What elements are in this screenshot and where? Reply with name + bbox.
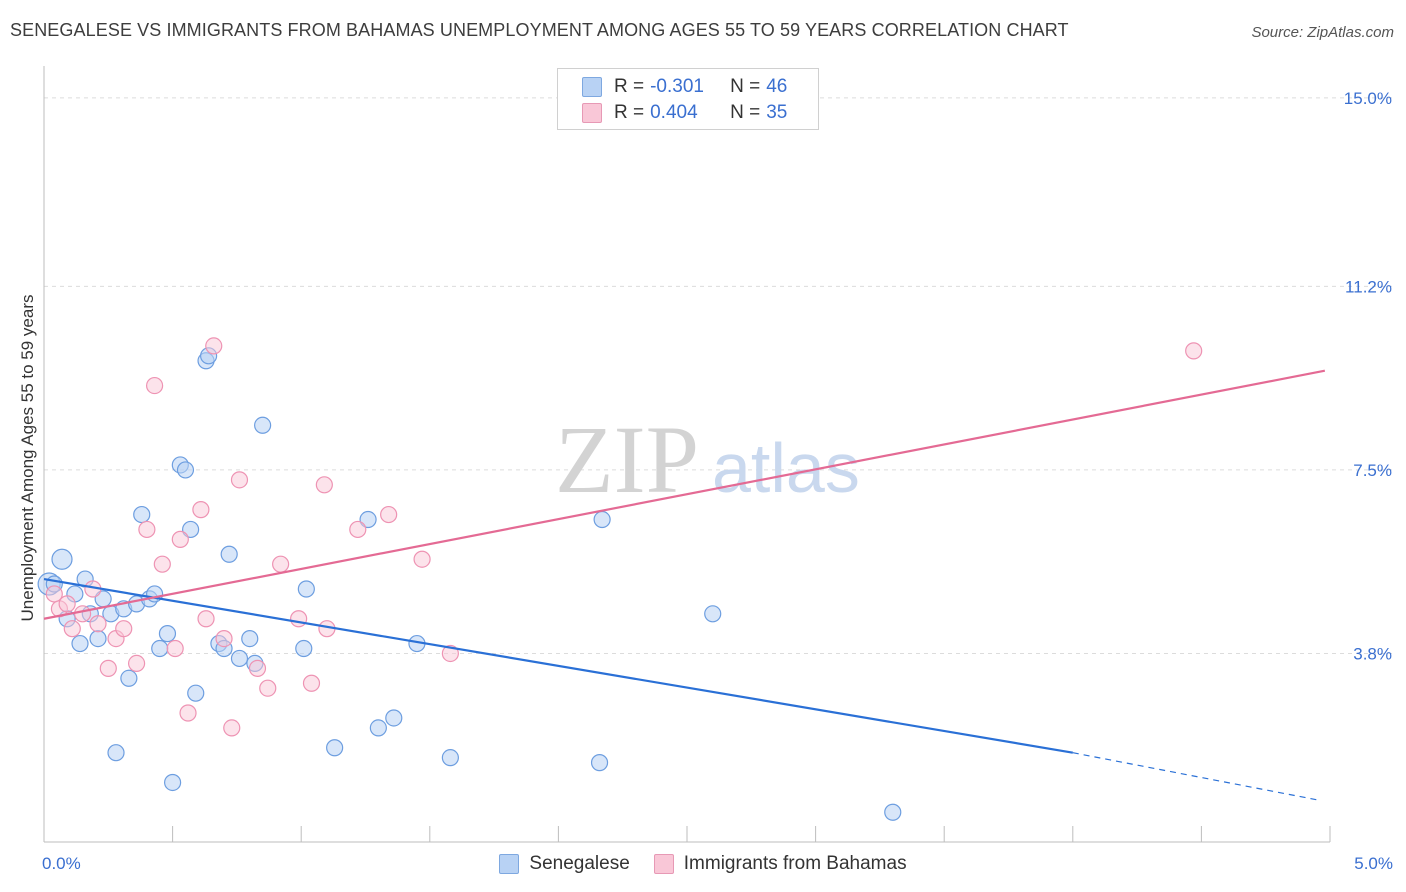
bahamas-point-27 [302, 674, 321, 692]
senegalese-point-31 [241, 629, 259, 648]
bahamas-point-16 [179, 704, 197, 722]
bahamas-point-19 [205, 337, 223, 355]
bahamas-point-13 [153, 555, 171, 573]
watermark-atlas: atlas [712, 429, 860, 507]
legend-item-senegalese[interactable]: Senegalese [499, 853, 630, 875]
bahamas-point-12 [145, 376, 164, 395]
bahamas-point-6 [89, 615, 107, 633]
bahamas-point-10 [127, 654, 146, 673]
senegalese-point-22 [176, 461, 195, 479]
n-value-bahamas: 35 [766, 102, 788, 123]
legend-row-bahamas: R = 0.404 N = 35 [582, 101, 787, 125]
senegalese-swatch [499, 854, 520, 874]
senegalese-swatch [582, 77, 602, 97]
correlation-legend: R = -0.301 N = 46 R = 0.404 N = 35 [557, 68, 819, 130]
y-tick-label-0: 3.8% [1353, 644, 1392, 663]
legend-item-bahamas[interactable]: Immigrants from Bahamas [653, 853, 907, 875]
senegalese-point-11 [107, 744, 125, 762]
senegalese-point-41 [441, 749, 459, 767]
senegalese-point-23 [182, 520, 200, 539]
senegalese-point-35 [295, 639, 313, 658]
series-legend: Senegalese Immigrants from Bahamas [0, 851, 1406, 877]
senegalese-point-34 [297, 580, 315, 598]
senegalese-point-33 [254, 416, 272, 434]
senegalese-point-24 [187, 684, 205, 702]
senegalese-point-37 [359, 510, 377, 529]
r-value-senegalese: -0.301 [650, 76, 704, 97]
bahamas-point-17 [192, 501, 210, 519]
senegalese-point-5 [71, 634, 89, 653]
senegalese-point-15 [133, 505, 151, 524]
n-label: N = [730, 76, 761, 97]
x-tick-label-0: 0.0% [42, 854, 81, 873]
y-tick-label-2: 11.2% [1345, 277, 1392, 296]
bahamas-point-34 [1185, 342, 1203, 360]
bahamas-point-4 [73, 605, 92, 623]
y-tick-label-3: 15.0% [1344, 89, 1392, 108]
senegalese-point-38 [369, 719, 387, 737]
bahamas-point-25 [272, 555, 290, 573]
bahamas-point-31 [380, 505, 398, 524]
legend-row-senegalese: R = -0.301 N = 46 [582, 75, 787, 99]
bahamas-trend-line [43, 369, 1326, 620]
r-label: R = [614, 76, 645, 97]
senegalese-point-8 [89, 629, 107, 648]
bahamas-point-32 [413, 550, 431, 568]
bahamas-swatch [653, 854, 674, 874]
y-tick-label-1: 7.5% [1353, 461, 1392, 480]
bahamas-point-9 [115, 620, 133, 638]
bahamas-point-28 [315, 476, 333, 494]
senegalese-point-36 [326, 739, 344, 757]
bahamas-point-22 [230, 471, 249, 489]
senegalese-point-13 [120, 669, 138, 687]
bahamas-point-18 [197, 610, 215, 628]
senegalese-trend-line [43, 577, 1073, 754]
r-value-bahamas: 0.404 [650, 102, 698, 123]
senegalese-point-29 [220, 545, 238, 563]
bahamas-point-23 [248, 659, 267, 677]
bahamas-point-7 [99, 659, 117, 677]
senegalese-trend-extension [1072, 752, 1318, 801]
bahamas-point-11 [138, 520, 156, 539]
senegalese-point-39 [385, 709, 403, 727]
bahamas-point-24 [259, 679, 277, 697]
bahamas-point-20 [215, 629, 233, 648]
bahamas-point-21 [223, 719, 241, 737]
senegalese-point-30 [230, 649, 249, 668]
watermark-zip: ZIP [555, 406, 699, 513]
x-tick-label-1: 5.0% [1354, 854, 1393, 873]
r-label: R = [614, 102, 645, 123]
senegalese-point-20 [164, 773, 182, 792]
bahamas-point-30 [349, 520, 367, 539]
bahamas-point-2 [58, 595, 76, 613]
senegalese-point-42 [593, 510, 611, 529]
source-label: Source: ZipAtlas.com [1251, 24, 1394, 41]
bahamas-point-15 [171, 530, 189, 548]
bahamas-point-3 [63, 620, 81, 638]
senegalese-point-19 [158, 625, 177, 643]
legend-label-bahamas: Immigrants from Bahamas [683, 853, 907, 874]
senegalese-point-44 [704, 605, 722, 623]
senegalese-point-2 [51, 548, 73, 570]
bahamas-point-26 [290, 610, 308, 628]
legend-label-senegalese: Senegalese [529, 853, 630, 874]
bahamas-point-33 [441, 644, 459, 663]
n-value-senegalese: 46 [766, 76, 788, 97]
senegalese-point-43 [590, 754, 609, 772]
bahamas-point-14 [166, 639, 184, 658]
senegalese-point-18 [151, 639, 169, 658]
n-label: N = [730, 102, 761, 123]
chart-title: SENEGALESE VS IMMIGRANTS FROM BAHAMAS UN… [10, 20, 1069, 40]
bahamas-swatch [582, 103, 602, 123]
senegalese-point-45 [884, 803, 902, 821]
